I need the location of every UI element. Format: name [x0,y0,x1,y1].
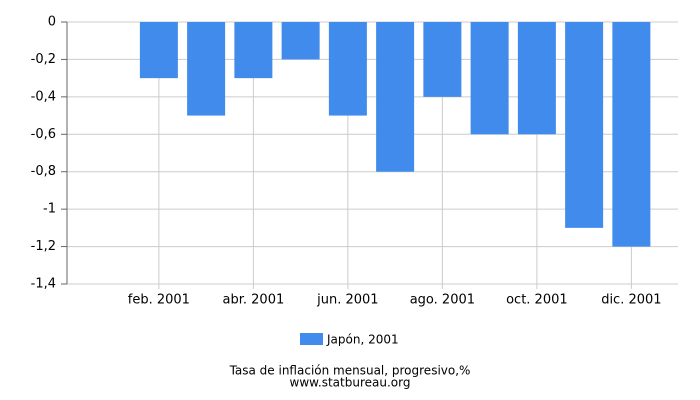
y-tick-label: -1 [43,202,56,217]
bar [565,22,604,228]
bar [139,22,178,79]
x-tick-label: feb. 2001 [128,293,190,308]
x-axis-title: Tasa de inflación mensual, progresivo,% [229,364,471,378]
y-tick-label: -0,4 [31,89,56,104]
y-tick-label: 0 [48,15,56,30]
x-tick-label: oct. 2001 [506,293,568,308]
y-tick-label: -0,2 [31,52,56,67]
y-tick-label: -0,6 [31,127,56,142]
bar [612,22,651,247]
bar [423,22,462,97]
legend-label: Japón, 2001 [326,333,399,347]
bar [281,22,320,60]
bar [187,22,226,116]
x-tick-label: dic. 2001 [601,293,661,308]
bar [234,22,273,79]
bar [376,22,415,172]
x-tick-label: ago. 2001 [410,293,475,308]
y-tick-label: -1,4 [31,277,56,292]
y-tick-label: -1,2 [31,239,56,254]
source: www.statbureau.org [290,376,411,390]
bar [517,22,556,135]
x-tick-label: abr. 2001 [223,293,285,308]
legend-swatch [300,333,323,345]
y-tick-label: -0,8 [31,164,56,179]
x-tick-label: jun. 2001 [316,293,378,308]
bar [470,22,509,135]
bar [328,22,367,116]
